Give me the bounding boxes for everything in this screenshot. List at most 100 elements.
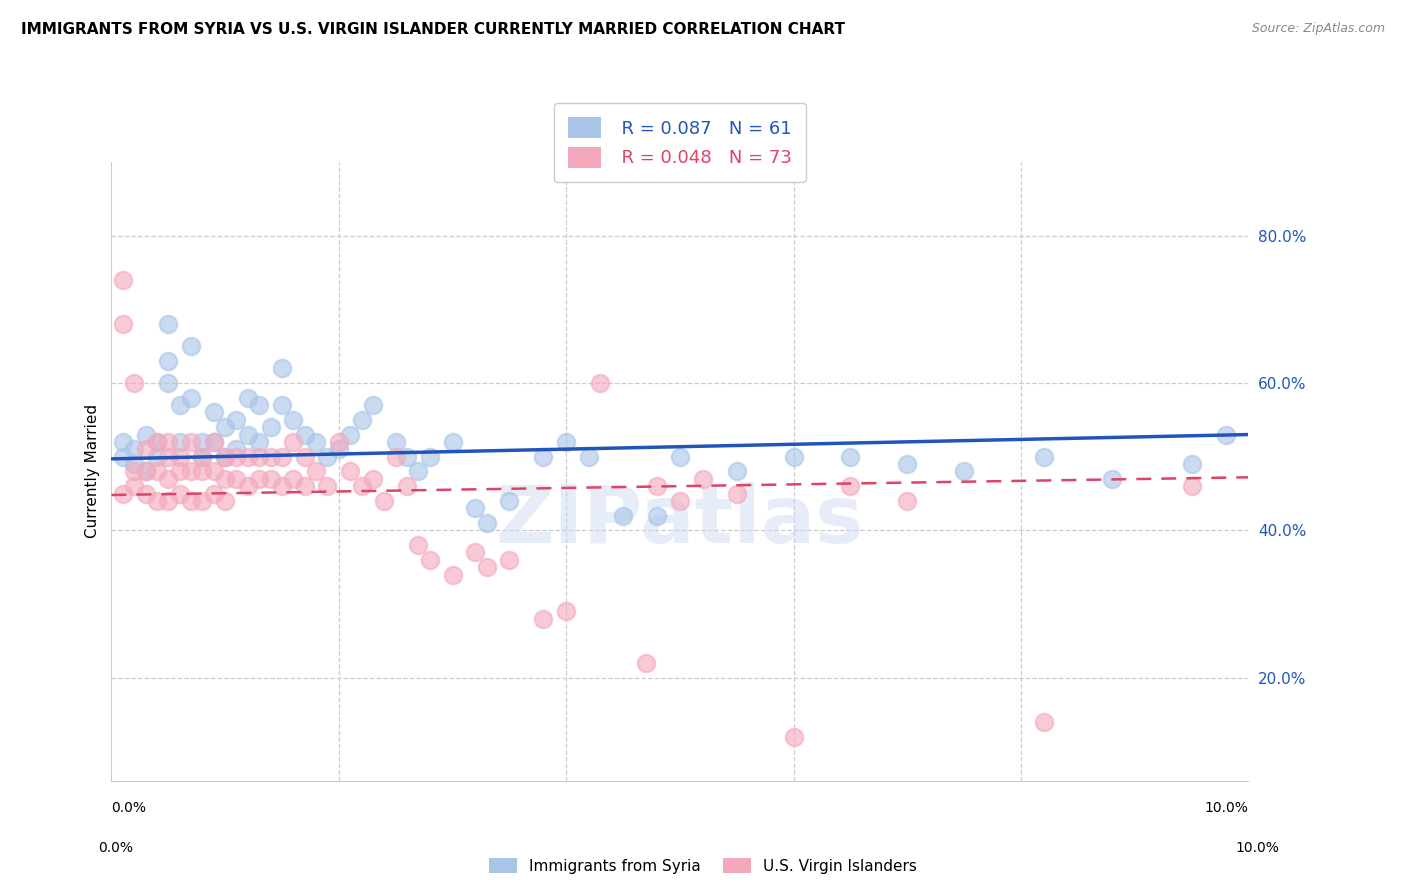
Point (283, 434, 305, 449)
Point (839, 479, 862, 493)
Point (645, 508, 668, 523)
Point (122, 479, 145, 493)
Point (395, 450, 418, 464)
Point (328, 434, 350, 449)
Point (122, 442, 145, 457)
Text: Source: ZipAtlas.com: Source: ZipAtlas.com (1251, 22, 1385, 36)
Text: ZIPatlas: ZIPatlas (496, 482, 865, 560)
Point (669, 450, 692, 464)
Point (339, 427, 361, 442)
Point (294, 450, 316, 464)
Point (111, 434, 134, 449)
Point (225, 442, 247, 457)
Point (247, 450, 270, 464)
Point (180, 494, 202, 508)
Point (146, 450, 169, 464)
Point (135, 427, 157, 442)
Point (395, 479, 418, 493)
Point (271, 450, 294, 464)
Point (202, 464, 225, 478)
Point (316, 450, 339, 464)
Point (259, 450, 281, 464)
Point (555, 604, 578, 618)
Point (408, 464, 430, 478)
Point (408, 538, 430, 552)
Point (475, 560, 498, 574)
Point (180, 391, 202, 405)
Point (441, 434, 464, 449)
Point (1101, 472, 1123, 486)
Point (498, 494, 520, 508)
Point (214, 450, 236, 464)
Point (361, 472, 384, 486)
Point (191, 434, 214, 449)
Point (339, 464, 361, 478)
Point (725, 464, 748, 478)
Point (180, 434, 202, 449)
Point (169, 398, 191, 412)
Point (373, 494, 395, 508)
Point (1032, 714, 1054, 729)
Point (953, 464, 976, 478)
Point (350, 479, 373, 493)
Point (475, 516, 498, 530)
Point (464, 501, 486, 516)
Point (169, 450, 191, 464)
Point (191, 450, 214, 464)
Point (498, 553, 520, 567)
Point (384, 450, 406, 464)
Point (146, 464, 169, 478)
Legend: Immigrants from Syria, U.S. Virgin Islanders: Immigrants from Syria, U.S. Virgin Islan… (482, 852, 924, 880)
Point (157, 434, 180, 449)
Point (122, 464, 145, 478)
Point (202, 434, 225, 449)
Point (225, 472, 247, 486)
Point (157, 317, 180, 331)
Point (464, 545, 486, 559)
Point (214, 494, 236, 508)
Point (135, 442, 157, 457)
Point (283, 413, 305, 427)
Point (782, 450, 804, 464)
Point (236, 391, 259, 405)
Point (169, 434, 191, 449)
Point (419, 450, 441, 464)
Point (1032, 450, 1054, 464)
Point (214, 420, 236, 434)
Text: IMMIGRANTS FROM SYRIA VS U.S. VIRGIN ISLANDER CURRENTLY MARRIED CORRELATION CHAR: IMMIGRANTS FROM SYRIA VS U.S. VIRGIN ISL… (21, 22, 845, 37)
Point (236, 479, 259, 493)
Point (157, 494, 180, 508)
Point (1180, 457, 1202, 471)
Point (146, 434, 169, 449)
Text: 0.0%: 0.0% (111, 800, 146, 814)
Point (135, 464, 157, 478)
Point (225, 413, 247, 427)
Point (111, 450, 134, 464)
Point (271, 479, 294, 493)
Point (305, 434, 328, 449)
Point (1215, 427, 1237, 442)
Point (259, 472, 281, 486)
Point (122, 376, 145, 390)
Text: 10.0%: 10.0% (1205, 800, 1249, 814)
Point (271, 398, 294, 412)
Point (247, 472, 270, 486)
Point (236, 450, 259, 464)
Legend:   R = 0.087   N = 61,   R = 0.048   N = 73: R = 0.087 N = 61, R = 0.048 N = 73 (554, 103, 806, 182)
Point (634, 656, 657, 670)
Point (157, 450, 180, 464)
Point (111, 273, 134, 287)
Point (225, 450, 247, 464)
Point (578, 450, 600, 464)
Point (180, 339, 202, 353)
Point (725, 486, 748, 500)
Point (111, 486, 134, 500)
Point (441, 567, 464, 582)
Point (180, 464, 202, 478)
Point (191, 450, 214, 464)
Point (533, 450, 555, 464)
Point (135, 464, 157, 478)
Point (839, 450, 862, 464)
Point (214, 450, 236, 464)
Point (157, 354, 180, 368)
